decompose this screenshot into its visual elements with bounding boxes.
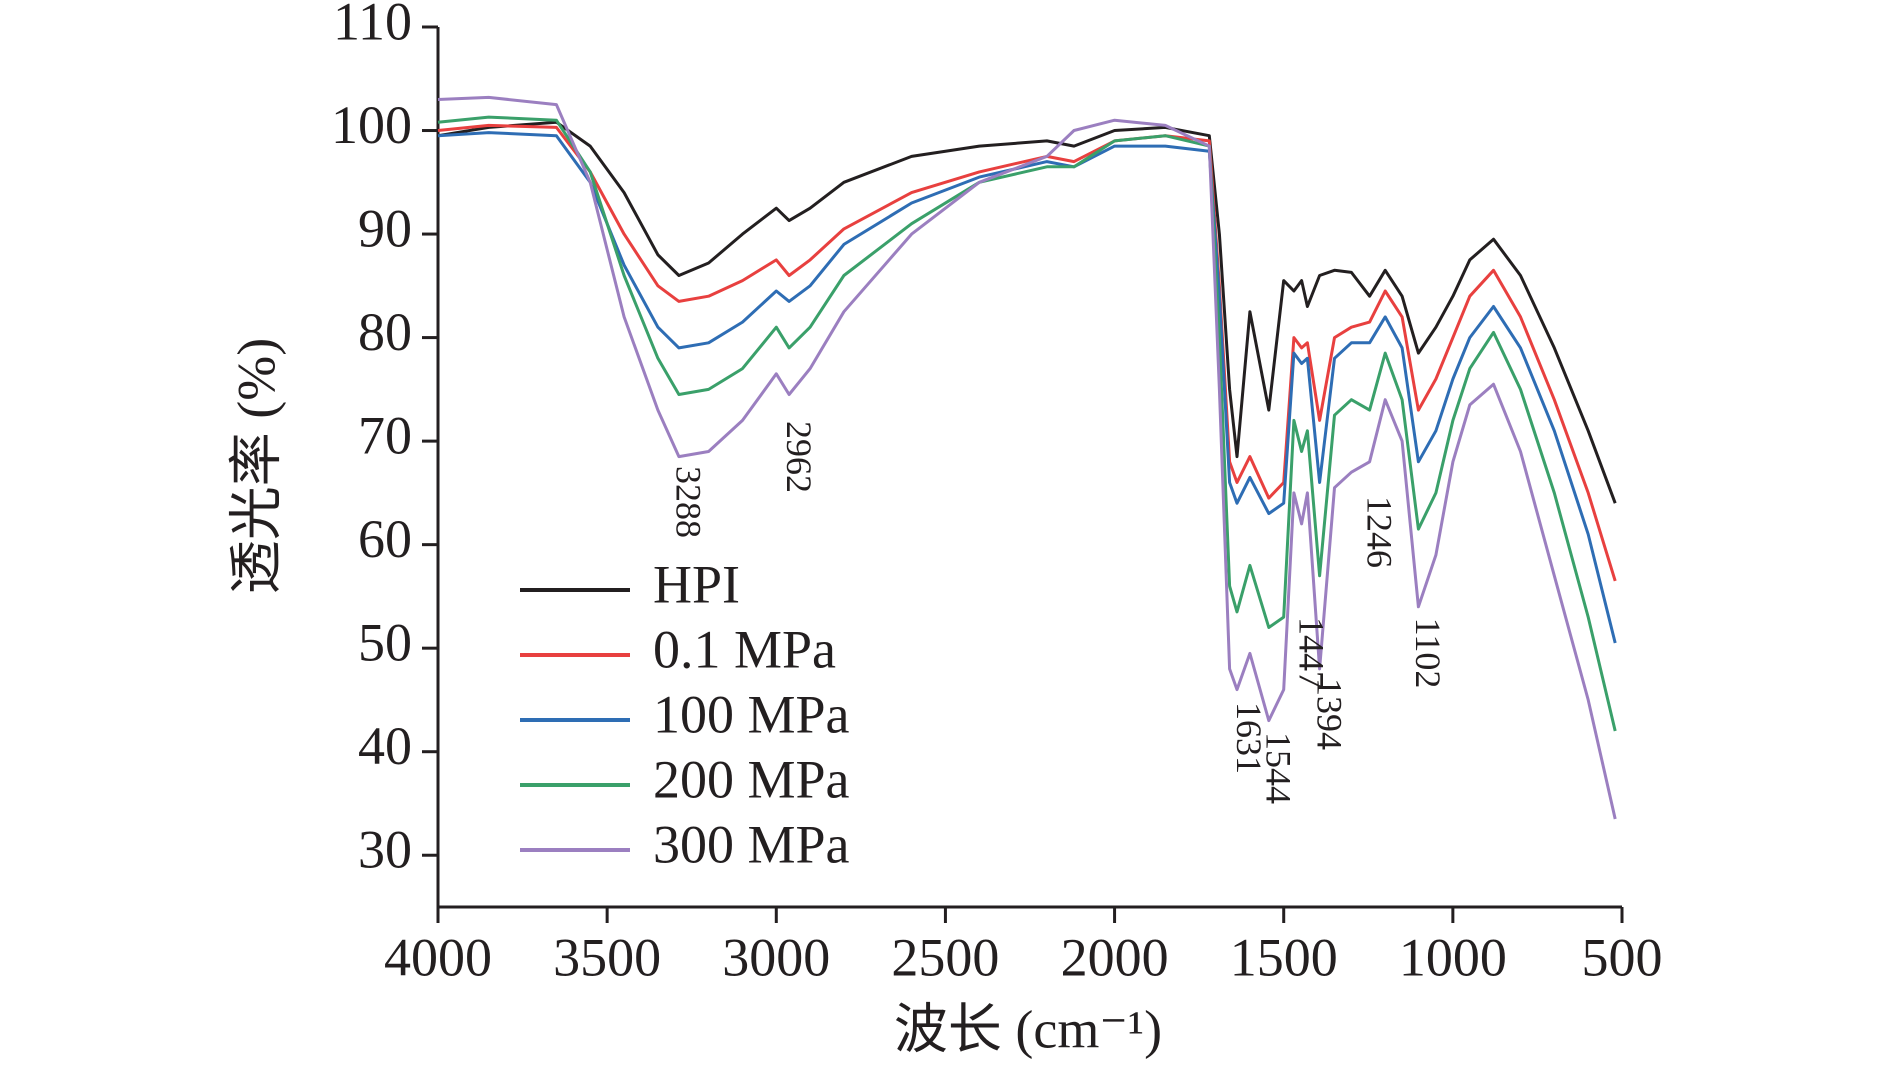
x-axis-label: 波长 (cm⁻¹) — [894, 999, 1162, 1059]
peak-annotation: 1447 — [1291, 617, 1331, 689]
legend-label: 0.1 MPa — [653, 619, 836, 679]
peak-annotation: 1631 — [1229, 702, 1269, 774]
y-tick-label: 50 — [358, 613, 412, 673]
peak-annotation: 1102 — [1408, 618, 1448, 689]
legend-label: 200 MPa — [653, 749, 850, 809]
peak-annotation: 1544 — [1259, 732, 1299, 804]
peak-annotation: 2962 — [779, 421, 819, 493]
x-tick-label: 1500 — [1230, 927, 1338, 987]
y-tick-label: 60 — [358, 509, 412, 569]
x-tick-label: 500 — [1582, 927, 1663, 987]
y-tick-label: 30 — [358, 820, 412, 880]
legend-label: HPI — [653, 554, 740, 614]
x-tick-label: 3500 — [553, 927, 661, 987]
x-tick-label: 4000 — [384, 927, 492, 987]
y-tick-label: 70 — [358, 406, 412, 466]
y-tick-label: 40 — [358, 716, 412, 776]
legend-label: 300 MPa — [653, 814, 850, 874]
peak-annotation: 3288 — [669, 466, 709, 538]
series-line — [437, 95, 1617, 820]
x-tick-label: 1000 — [1399, 927, 1507, 987]
y-tick-label: 110 — [333, 0, 412, 51]
series-line — [437, 115, 1617, 732]
series-line — [437, 120, 1617, 504]
y-tick-label: 100 — [331, 95, 412, 155]
peak-annotation: 1246 — [1359, 496, 1399, 568]
series-line — [437, 131, 1617, 644]
legend-label: 100 MPa — [653, 684, 850, 744]
y-tick-label: 80 — [358, 302, 412, 362]
series-line — [437, 123, 1617, 582]
y-axis-label: 透光率 (%) — [226, 338, 286, 594]
peak-annotation: 1394 — [1309, 678, 1349, 750]
x-tick-label: 3000 — [722, 927, 830, 987]
y-tick-label: 90 — [358, 198, 412, 258]
x-tick-label: 2000 — [1061, 927, 1169, 987]
x-tick-label: 2500 — [891, 927, 999, 987]
